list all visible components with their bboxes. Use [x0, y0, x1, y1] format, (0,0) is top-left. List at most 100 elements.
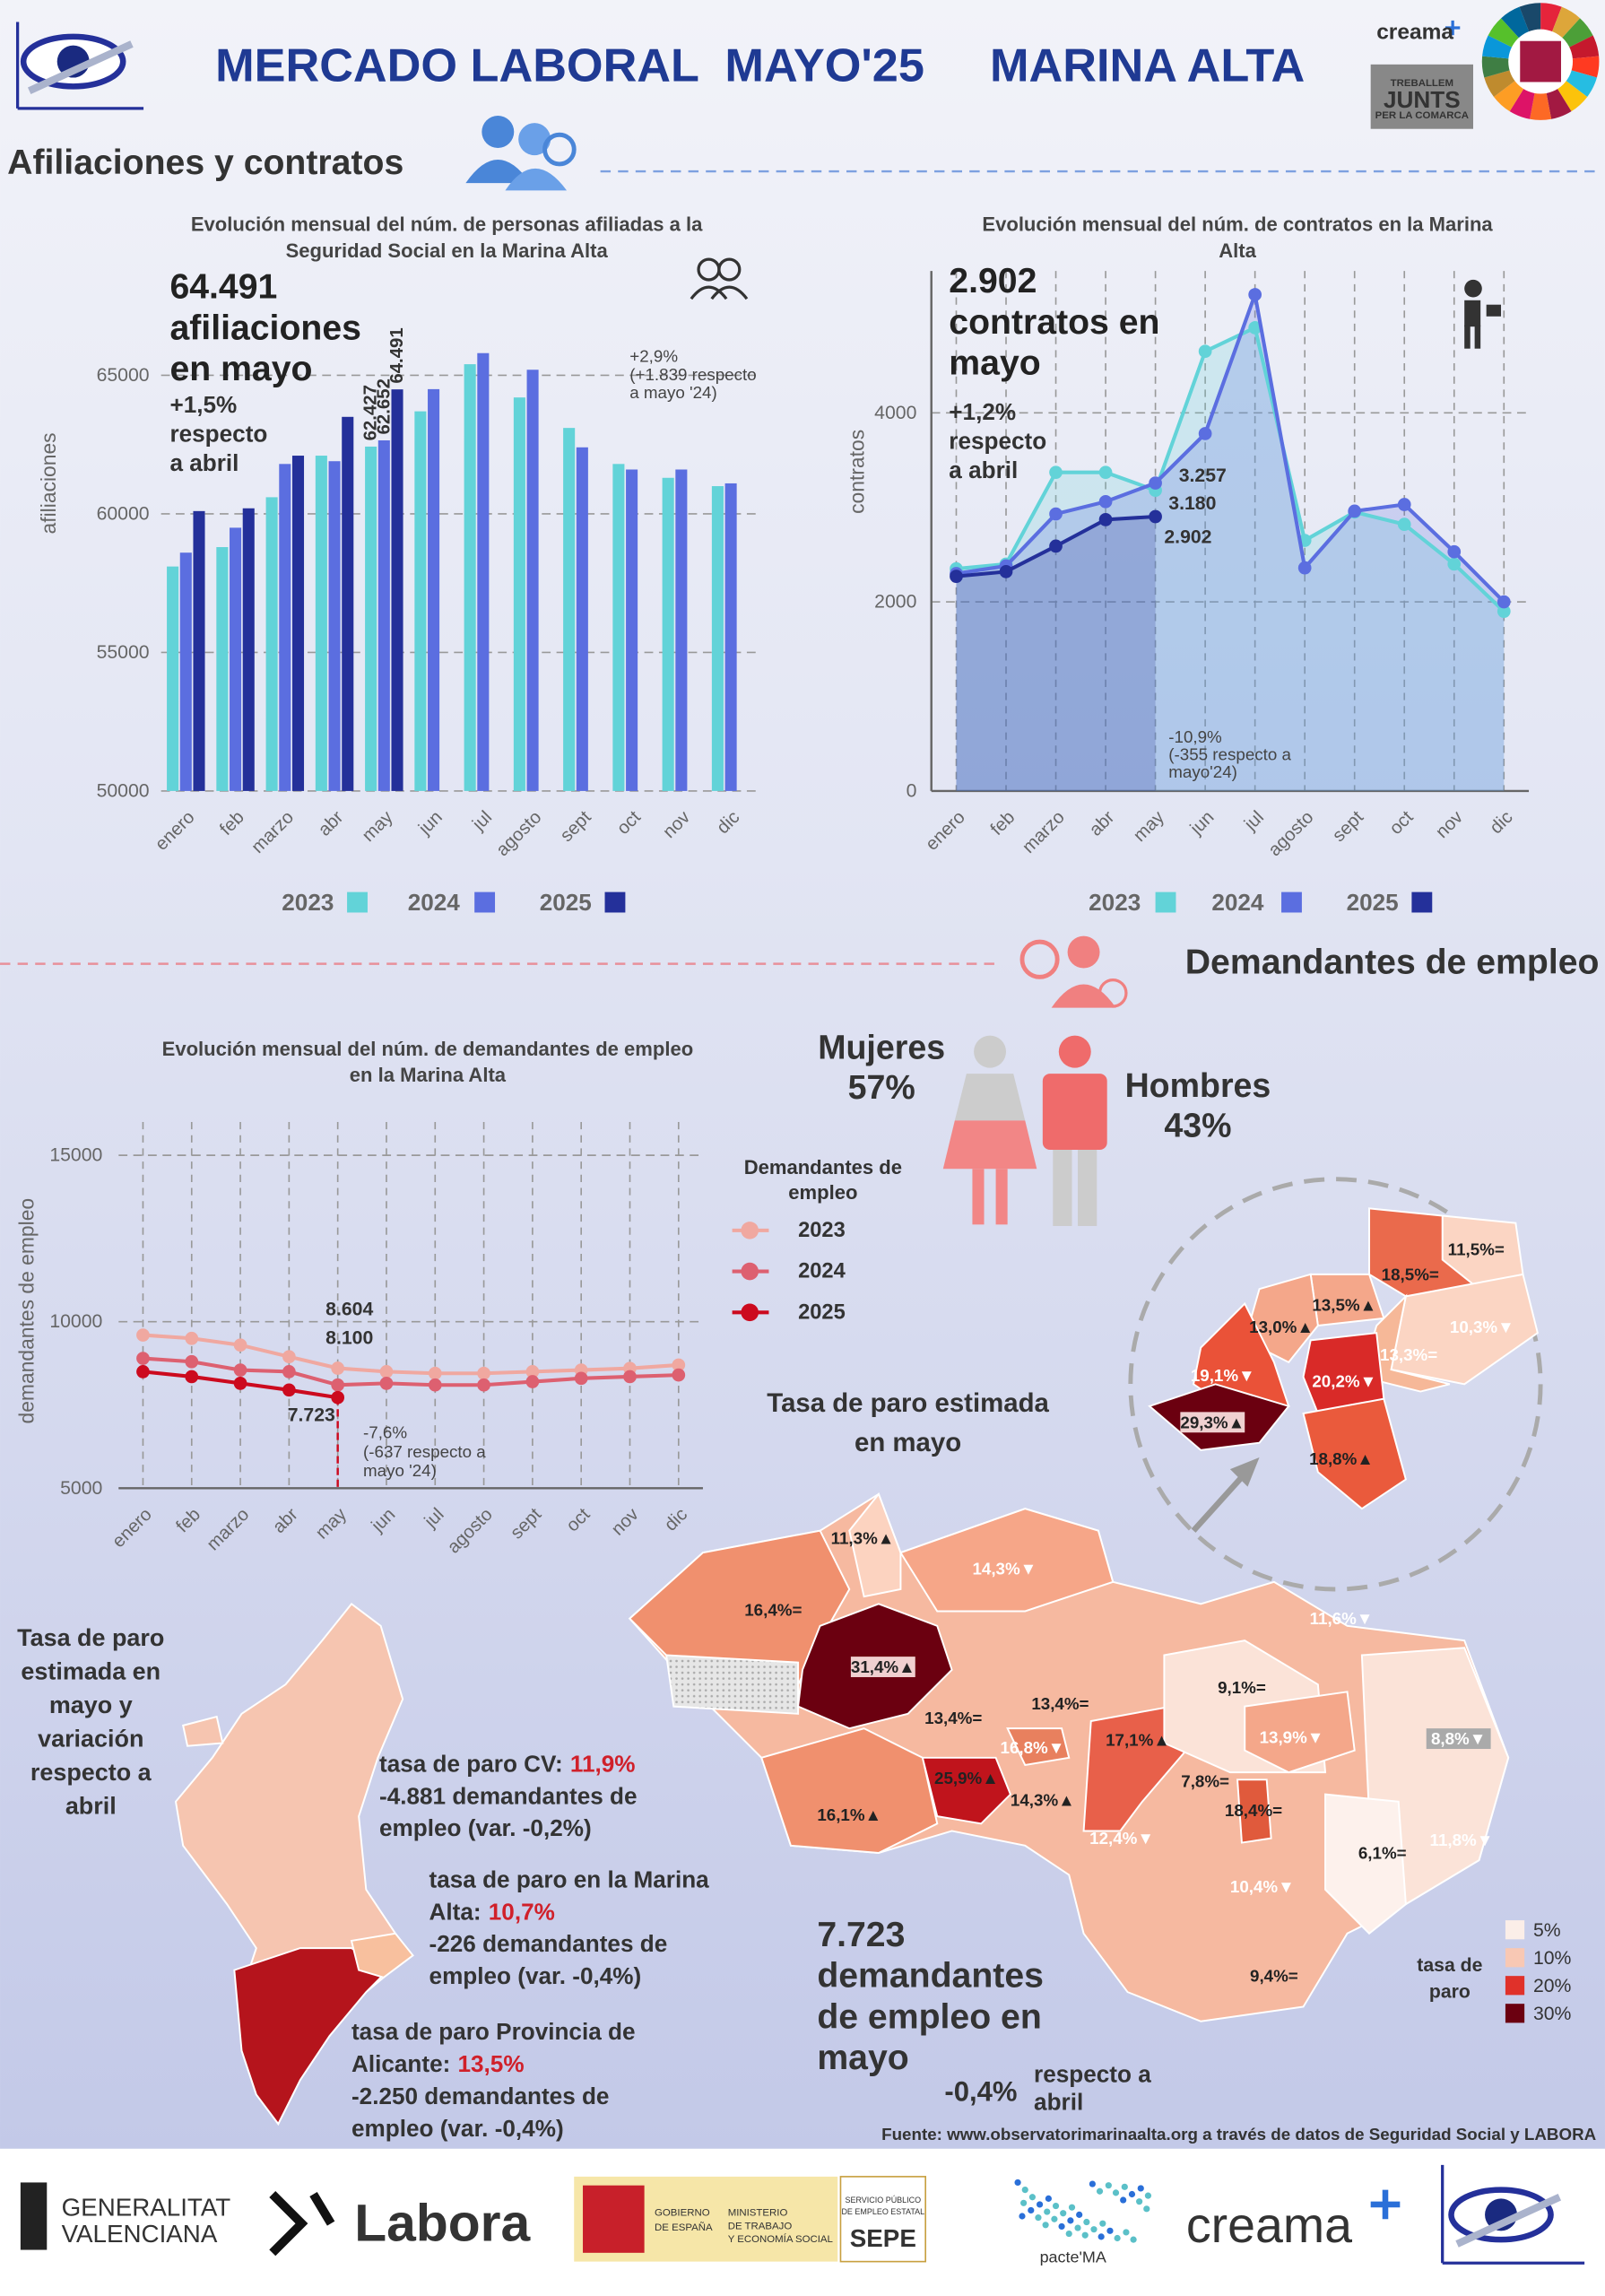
bar	[662, 477, 674, 791]
pacte-dot	[1136, 2198, 1143, 2205]
cv-note-part: 11,9%	[570, 1750, 636, 1777]
marker	[233, 1363, 247, 1377]
legend-swatch	[1505, 1920, 1525, 1940]
alicante-note: -2.250 demandantes de	[351, 2083, 610, 2109]
change-note: a abril	[169, 449, 239, 476]
map-label: 18,8%▲	[1309, 1449, 1374, 1468]
marker	[1149, 509, 1162, 524]
chart-title: en la Marina Alta	[350, 1064, 507, 1086]
total-note: mayo	[817, 2039, 908, 2077]
marina-note-part: 10,7%	[489, 1898, 555, 1925]
pacte-dot	[1090, 2226, 1097, 2233]
chart-title: Evolución mensual del núm. de demandante…	[162, 1038, 694, 1060]
y-tick-label: 10000	[49, 1311, 102, 1332]
pacte-dot	[1097, 2233, 1105, 2240]
section-title: Afiliaciones y contratos	[7, 144, 403, 182]
pacte-dot	[1081, 2231, 1089, 2239]
pacte-dot	[1074, 2224, 1081, 2231]
footer-text: Y ECONOMÍA SOCIAL	[728, 2233, 833, 2245]
legend-swatch	[1505, 2004, 1525, 2023]
label-box	[850, 1657, 915, 1677]
legend-label: 2023	[1089, 889, 1141, 916]
y-tick-label: 55000	[97, 642, 150, 663]
map-label: 6,1%=	[1358, 1843, 1407, 1862]
legend-swatch	[604, 891, 626, 913]
pacte-dot	[1130, 2236, 1137, 2243]
y-tick-label: 5000	[60, 1478, 102, 1499]
marker	[379, 1365, 394, 1378]
map-label: 11,5%=	[1448, 1240, 1505, 1259]
bar	[526, 370, 539, 791]
generalitat-mark	[20, 2182, 48, 2250]
pacte-dot	[1123, 2229, 1130, 2236]
total-note: 7.723	[817, 1916, 905, 1954]
legend-title: empleo	[788, 1181, 857, 1204]
headline: mayo	[949, 344, 1040, 383]
marker	[136, 1328, 150, 1342]
total-change: -0,4%	[944, 2076, 1017, 2108]
inset-circle	[1128, 1177, 1543, 1592]
municipality	[1302, 1397, 1407, 1510]
yoy-note: a mayo '24)	[629, 383, 716, 402]
pacte-dot	[1035, 2214, 1042, 2222]
pacte-dot	[1099, 2220, 1106, 2227]
y-tick-label: 4000	[874, 403, 916, 423]
alicante-note-part: 13,5%	[457, 2050, 524, 2077]
creama-plus	[1370, 2189, 1401, 2220]
footer-text: DE EMPLEO ESTATAL	[841, 2207, 924, 2216]
legend-swatch	[1505, 1948, 1525, 1968]
y-tick-label: 15000	[49, 1145, 102, 1166]
legend-swatch	[1281, 891, 1302, 913]
value-label: 8.100	[325, 1327, 373, 1348]
value-label: 8.604	[325, 1300, 373, 1320]
value-label: 3.257	[1179, 465, 1227, 486]
sepe-logo	[839, 2176, 927, 2263]
yoy-note: (-355 respecto a	[1168, 745, 1291, 764]
bar	[342, 416, 354, 791]
bar	[428, 388, 440, 791]
marina-note-part: Alta:	[429, 1898, 482, 1925]
marker	[1497, 604, 1511, 618]
junts-logo	[1370, 64, 1473, 129]
headline: 64.491	[169, 268, 277, 307]
marker	[1447, 544, 1462, 559]
marker	[1049, 465, 1063, 480]
footer-text: pacte'MA	[1040, 2248, 1106, 2266]
marker	[1198, 344, 1212, 359]
marker	[331, 1378, 345, 1392]
footer-text: GENERALITAT	[62, 2194, 231, 2222]
yoy-note: +2,9%	[629, 346, 678, 365]
footer-text: Labora	[354, 2195, 531, 2253]
marker	[1149, 476, 1162, 490]
marker	[282, 1350, 296, 1364]
legend-marker	[741, 1262, 759, 1281]
line	[143, 1333, 679, 1376]
map-label: 16,4%=	[744, 1600, 802, 1619]
legend-label: 2025	[1347, 889, 1399, 916]
bar	[711, 486, 724, 791]
pacte-dot	[1036, 2201, 1044, 2208]
marker	[428, 1366, 442, 1380]
pacte-dot	[1060, 2210, 1067, 2217]
pacte-dot	[1137, 2185, 1144, 2192]
section-icon	[465, 116, 577, 191]
pacte-dot	[1121, 2183, 1128, 2190]
marker	[185, 1354, 199, 1369]
legend-label: 10%	[1533, 1948, 1572, 1969]
map-label: 11,6%▼	[1310, 1609, 1374, 1628]
alicante-note: tasa de paro Provincia de	[351, 2018, 636, 2045]
legend-label: 2024	[1211, 889, 1264, 916]
source: Fuente: www.observatorimarinaalta.org a …	[881, 2125, 1596, 2144]
pacte-dot	[1096, 2187, 1104, 2195]
marker	[1049, 507, 1063, 521]
marker	[331, 1390, 345, 1405]
footer-text: GOBIERNO	[655, 2208, 710, 2219]
marina-note: Alta: 10,7%	[429, 1898, 555, 1925]
marker	[136, 1352, 150, 1365]
panel-title: respecto a	[30, 1759, 152, 1786]
cv-note: empleo (var. -0,2%)	[379, 1814, 592, 1841]
map-label: 18,4%=	[1225, 1801, 1282, 1820]
pacte-dot	[1143, 2205, 1150, 2213]
map-label: 16,1%▲	[817, 1805, 881, 1824]
marker	[233, 1377, 247, 1390]
